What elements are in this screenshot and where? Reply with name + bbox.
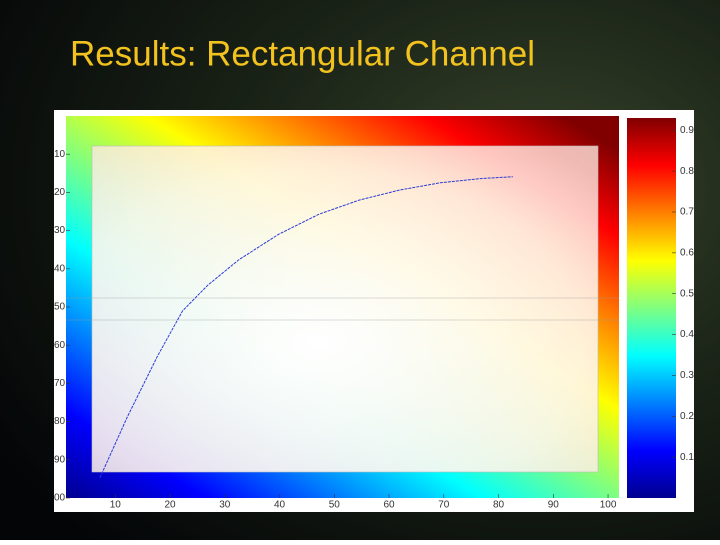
slide-title: Results: Rectangular Channel (70, 34, 535, 73)
x-tick-label: 70 (438, 500, 450, 511)
y-tick-label: 80 (54, 416, 66, 427)
colorbar-tick-label: 0.7 (680, 207, 694, 218)
colorbar-tick-label: 0.1 (680, 452, 694, 463)
colorbar-tick-label: 0.5 (680, 288, 694, 299)
curve (99, 176, 513, 479)
colorbar-tick-label: 0.3 (680, 370, 694, 381)
y-tick-label: 70 (54, 378, 66, 389)
x-tick-label: 100 (600, 500, 617, 511)
colorbar-tick-label: 0.8 (680, 166, 694, 177)
x-tick-label: 20 (164, 500, 176, 511)
y-tick-label: 20 (54, 187, 66, 198)
y-tick-label: 50 (54, 302, 66, 313)
inner-axes (91, 145, 599, 473)
x-tick-label: 30 (219, 500, 231, 511)
colorbar-tick-label: 0.6 (680, 247, 694, 258)
x-tick-label: 60 (383, 500, 395, 511)
y-tick-label: 90 (54, 454, 66, 465)
y-tick-label: 40 (54, 263, 66, 274)
x-tick-label: 10 (110, 500, 122, 511)
x-tick-label: 50 (329, 500, 341, 511)
x-tick-label: 40 (274, 500, 286, 511)
x-tick-label: 80 (493, 500, 505, 511)
x-tick-label: 90 (548, 500, 560, 511)
y-tick-label: 00 (54, 493, 66, 504)
y-tick-label: 10 (54, 149, 66, 160)
colorbar-tick-label: 0.2 (680, 411, 694, 422)
colorbar-tick-label: 0.9 (680, 125, 694, 136)
colorbar (627, 118, 676, 498)
y-tick-label: 60 (54, 340, 66, 351)
y-tick-label: 30 (54, 225, 66, 236)
colorbar-tick-label: 0.4 (680, 329, 694, 340)
